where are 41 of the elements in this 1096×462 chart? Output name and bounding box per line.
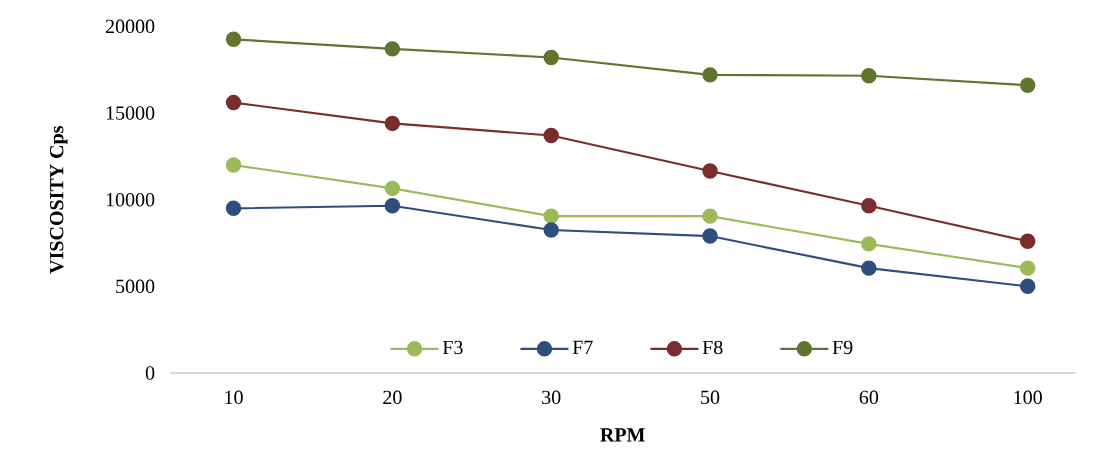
point [384, 115, 401, 132]
x-tick-label: 10 [225, 390, 243, 405]
point [543, 222, 559, 238]
point [702, 163, 718, 179]
x-tick-label: 50 [701, 390, 720, 405]
point [225, 157, 242, 173]
point [1019, 260, 1036, 276]
point [384, 198, 401, 214]
point [384, 180, 401, 197]
y-tick-label: 0 [145, 366, 155, 380]
point [543, 127, 559, 144]
point [543, 208, 559, 224]
legend-label: F7 [572, 340, 593, 354]
point [861, 260, 877, 276]
legend-label: F3 [442, 340, 463, 355]
point [225, 200, 242, 217]
point [702, 67, 718, 83]
legend-label: F8 [702, 340, 723, 355]
point [543, 49, 559, 66]
y-tick-label: 5000 [116, 279, 155, 294]
x-tick-label: 30 [542, 390, 561, 405]
y-tick-label: 15000 [106, 106, 155, 120]
point [384, 41, 401, 57]
point [225, 94, 242, 111]
point [702, 208, 718, 224]
point [1019, 278, 1036, 295]
point [1019, 77, 1036, 94]
x-tick-label: 20 [383, 390, 402, 405]
y-tick-label: 10000 [106, 192, 155, 207]
x-axis-title: RPM [600, 428, 645, 442]
y-tick-label: 20000 [105, 19, 155, 34]
point [861, 68, 877, 84]
point [861, 236, 877, 252]
y-axis-title: VISCOSITY Cps [49, 126, 68, 274]
point [861, 198, 877, 214]
point [1019, 233, 1036, 249]
point [702, 228, 718, 244]
x-tick-label: 60 [859, 390, 879, 405]
legend-label: F9 [832, 340, 853, 355]
point [225, 31, 242, 48]
x-tick-label: 100 [1014, 390, 1042, 405]
